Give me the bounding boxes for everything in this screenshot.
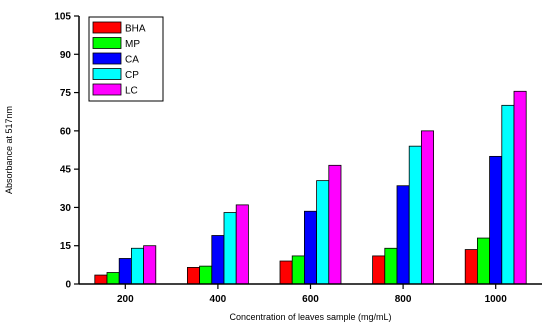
bar-cp-800: [408, 145, 422, 285]
bar-lc-800: [420, 130, 434, 285]
x-tick-label: 600: [302, 294, 319, 305]
bar-ca-600: [303, 210, 317, 285]
bar-ca-1000: [489, 155, 503, 285]
bar-ca-800: [396, 185, 410, 285]
bar-cp-200: [130, 247, 144, 285]
legend-swatch-ca: [92, 52, 122, 65]
legend-label-cp: CP: [125, 70, 139, 81]
bar-lc-1000: [513, 90, 527, 285]
bar-bha-400: [186, 267, 200, 285]
x-axis-title: Concentration of leaves sample (mg/mL): [229, 312, 391, 322]
legend-label-ca: CA: [125, 55, 139, 66]
bar-lc-400: [235, 204, 249, 285]
x-tick-label: 800: [395, 294, 412, 305]
legend: BHA MP CA CP LC: [88, 16, 164, 102]
bar-ca-200: [118, 258, 132, 285]
x-tick-label: 1000: [485, 294, 508, 305]
x-tick-label: 400: [210, 294, 227, 305]
bar-bha-800: [372, 255, 386, 285]
legend-swatch-mp: [92, 37, 122, 49]
bar-cp-400: [223, 212, 237, 285]
y-tick-label: 60: [60, 126, 72, 137]
y-tick-label: 45: [60, 165, 72, 176]
y-tick-label: 30: [60, 203, 72, 214]
y-tick-label: 15: [60, 241, 72, 252]
x-tick-label: 200: [117, 294, 134, 305]
bar-lc-200: [143, 245, 157, 285]
bar-cp-600: [316, 180, 330, 285]
bar-cp-1000: [501, 104, 515, 285]
y-tick-label: 105: [54, 12, 71, 23]
y-tick-label: 0: [65, 280, 71, 291]
legend-label-lc: LC: [125, 86, 138, 97]
bar-bha-600: [279, 260, 293, 285]
legend-label-bha: BHA: [125, 24, 146, 35]
legend-swatch-bha: [92, 21, 122, 34]
bars-group: [94, 90, 527, 285]
bar-mp-200: [106, 272, 120, 285]
bar-mp-400: [199, 265, 213, 285]
y-axis-title: Absorbance at 517nm: [4, 106, 14, 194]
legend-swatch-cp: [92, 68, 122, 80]
bar-bha-200: [94, 274, 108, 285]
bar-lc-600: [328, 164, 342, 285]
bar-mp-600: [291, 255, 305, 285]
legend-label-mp: MP: [125, 39, 140, 50]
bar-mp-800: [384, 247, 398, 285]
y-tick-label: 75: [60, 88, 72, 99]
axes-group: 0 15 30 45 60 75 90 105 200 400 600 800 1000: [54, 12, 542, 305]
bar-bha-1000: [464, 249, 478, 285]
y-tick-label: 90: [60, 50, 72, 61]
bar-ca-400: [211, 235, 225, 285]
legend-swatch-lc: [92, 83, 122, 96]
bar-mp-1000: [476, 237, 490, 285]
